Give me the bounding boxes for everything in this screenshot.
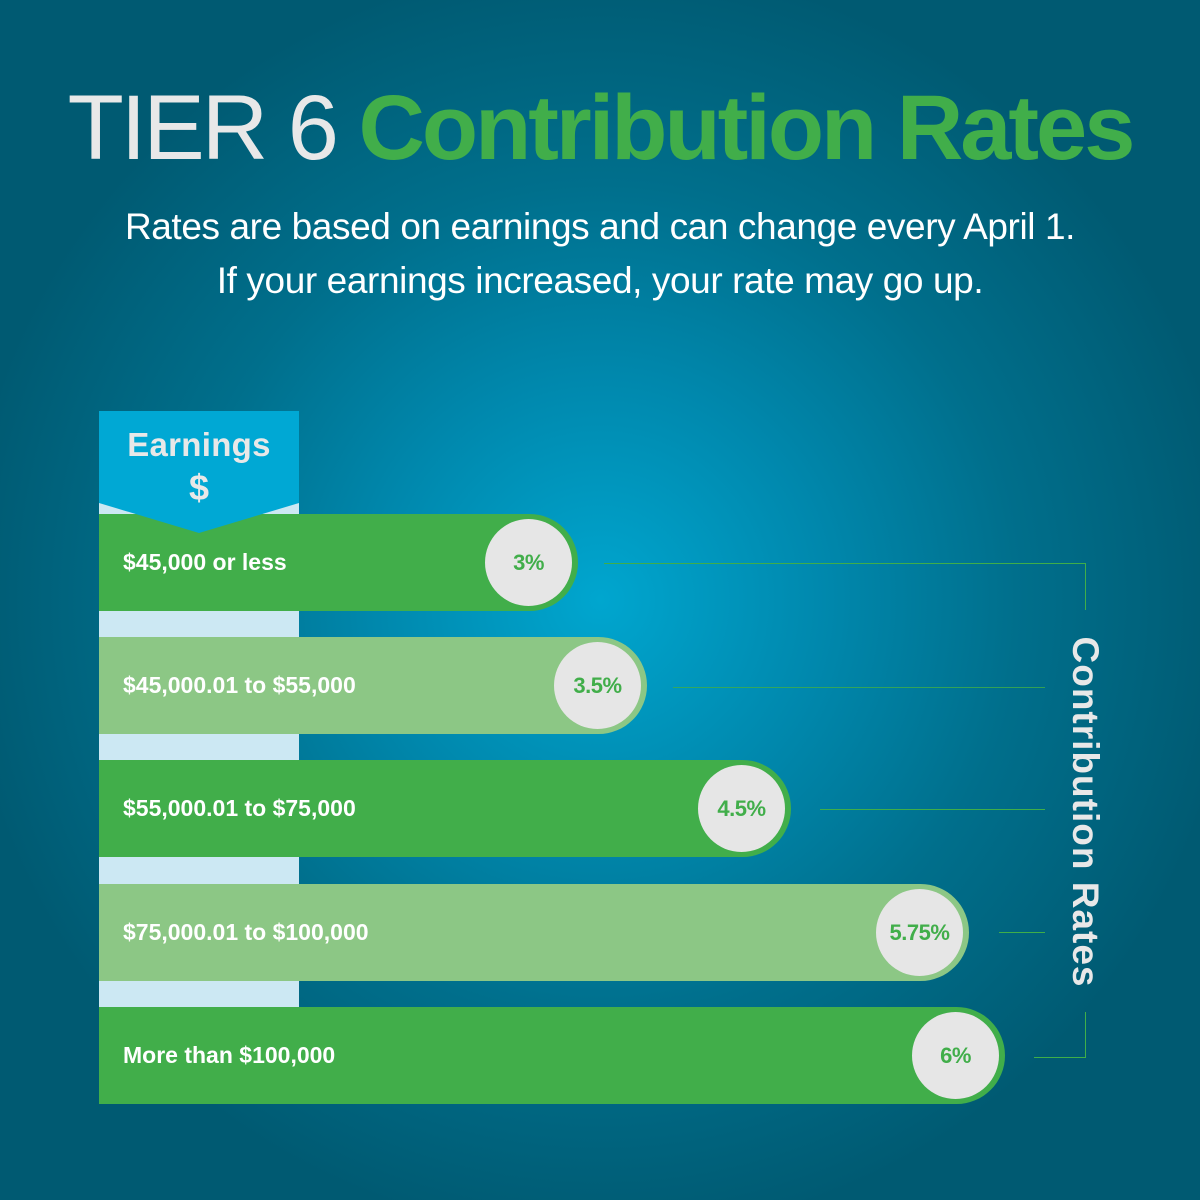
subtitle-line-1: Rates are based on earnings and can chan… <box>124 206 1076 247</box>
earnings-header-label: Earnings <box>127 426 271 463</box>
page-title: TIER 6 Contribution Rates <box>0 78 1200 178</box>
rate-badge: 3% <box>485 519 572 606</box>
bar-label: More than $100,000 <box>123 1042 336 1068</box>
connector-line-4 <box>999 932 1045 933</box>
bar-row-5: More than $100,000 6% <box>99 1007 1005 1104</box>
bracket-bottom-vertical <box>1085 1012 1086 1058</box>
subtitle-line-2: If your earnings increased, your rate ma… <box>216 260 984 301</box>
dollar-icon: $ <box>188 467 210 508</box>
bar-label: $75,000.01 to $100,000 <box>123 919 369 945</box>
connector-line-3 <box>820 809 1045 810</box>
bracket-top-vertical <box>1085 563 1086 610</box>
bar-label: $45,000.01 to $55,000 <box>123 672 356 698</box>
title-tier: TIER 6 <box>67 77 339 179</box>
bar-row-2: $45,000.01 to $55,000 3.5% <box>99 637 647 734</box>
rate-badge: 5.75% <box>876 889 963 976</box>
contribution-rates-axis-label: Contribution Rates <box>1065 636 1106 988</box>
bar-row-1: $45,000 or less 3% <box>99 514 578 611</box>
bar-label: $45,000 or less <box>123 549 287 575</box>
title-contribution-rates: Contribution Rates <box>358 77 1135 179</box>
subtitle: Rates are based on earnings and can chan… <box>0 200 1200 308</box>
rate-badge: 3.5% <box>554 642 641 729</box>
connector-line-1 <box>604 563 1086 564</box>
connector-line-5 <box>1034 1057 1086 1058</box>
bar-row-3: $55,000.01 to $75,000 4.5% <box>99 760 791 857</box>
earnings-header: Earnings $ <box>99 411 299 533</box>
connector-line-2 <box>673 687 1045 688</box>
rate-badge: 6% <box>912 1012 999 1099</box>
bar-row-4: $75,000.01 to $100,000 5.75% <box>99 884 969 981</box>
bar-label: $55,000.01 to $75,000 <box>123 795 356 821</box>
rate-badge: 4.5% <box>698 765 785 852</box>
